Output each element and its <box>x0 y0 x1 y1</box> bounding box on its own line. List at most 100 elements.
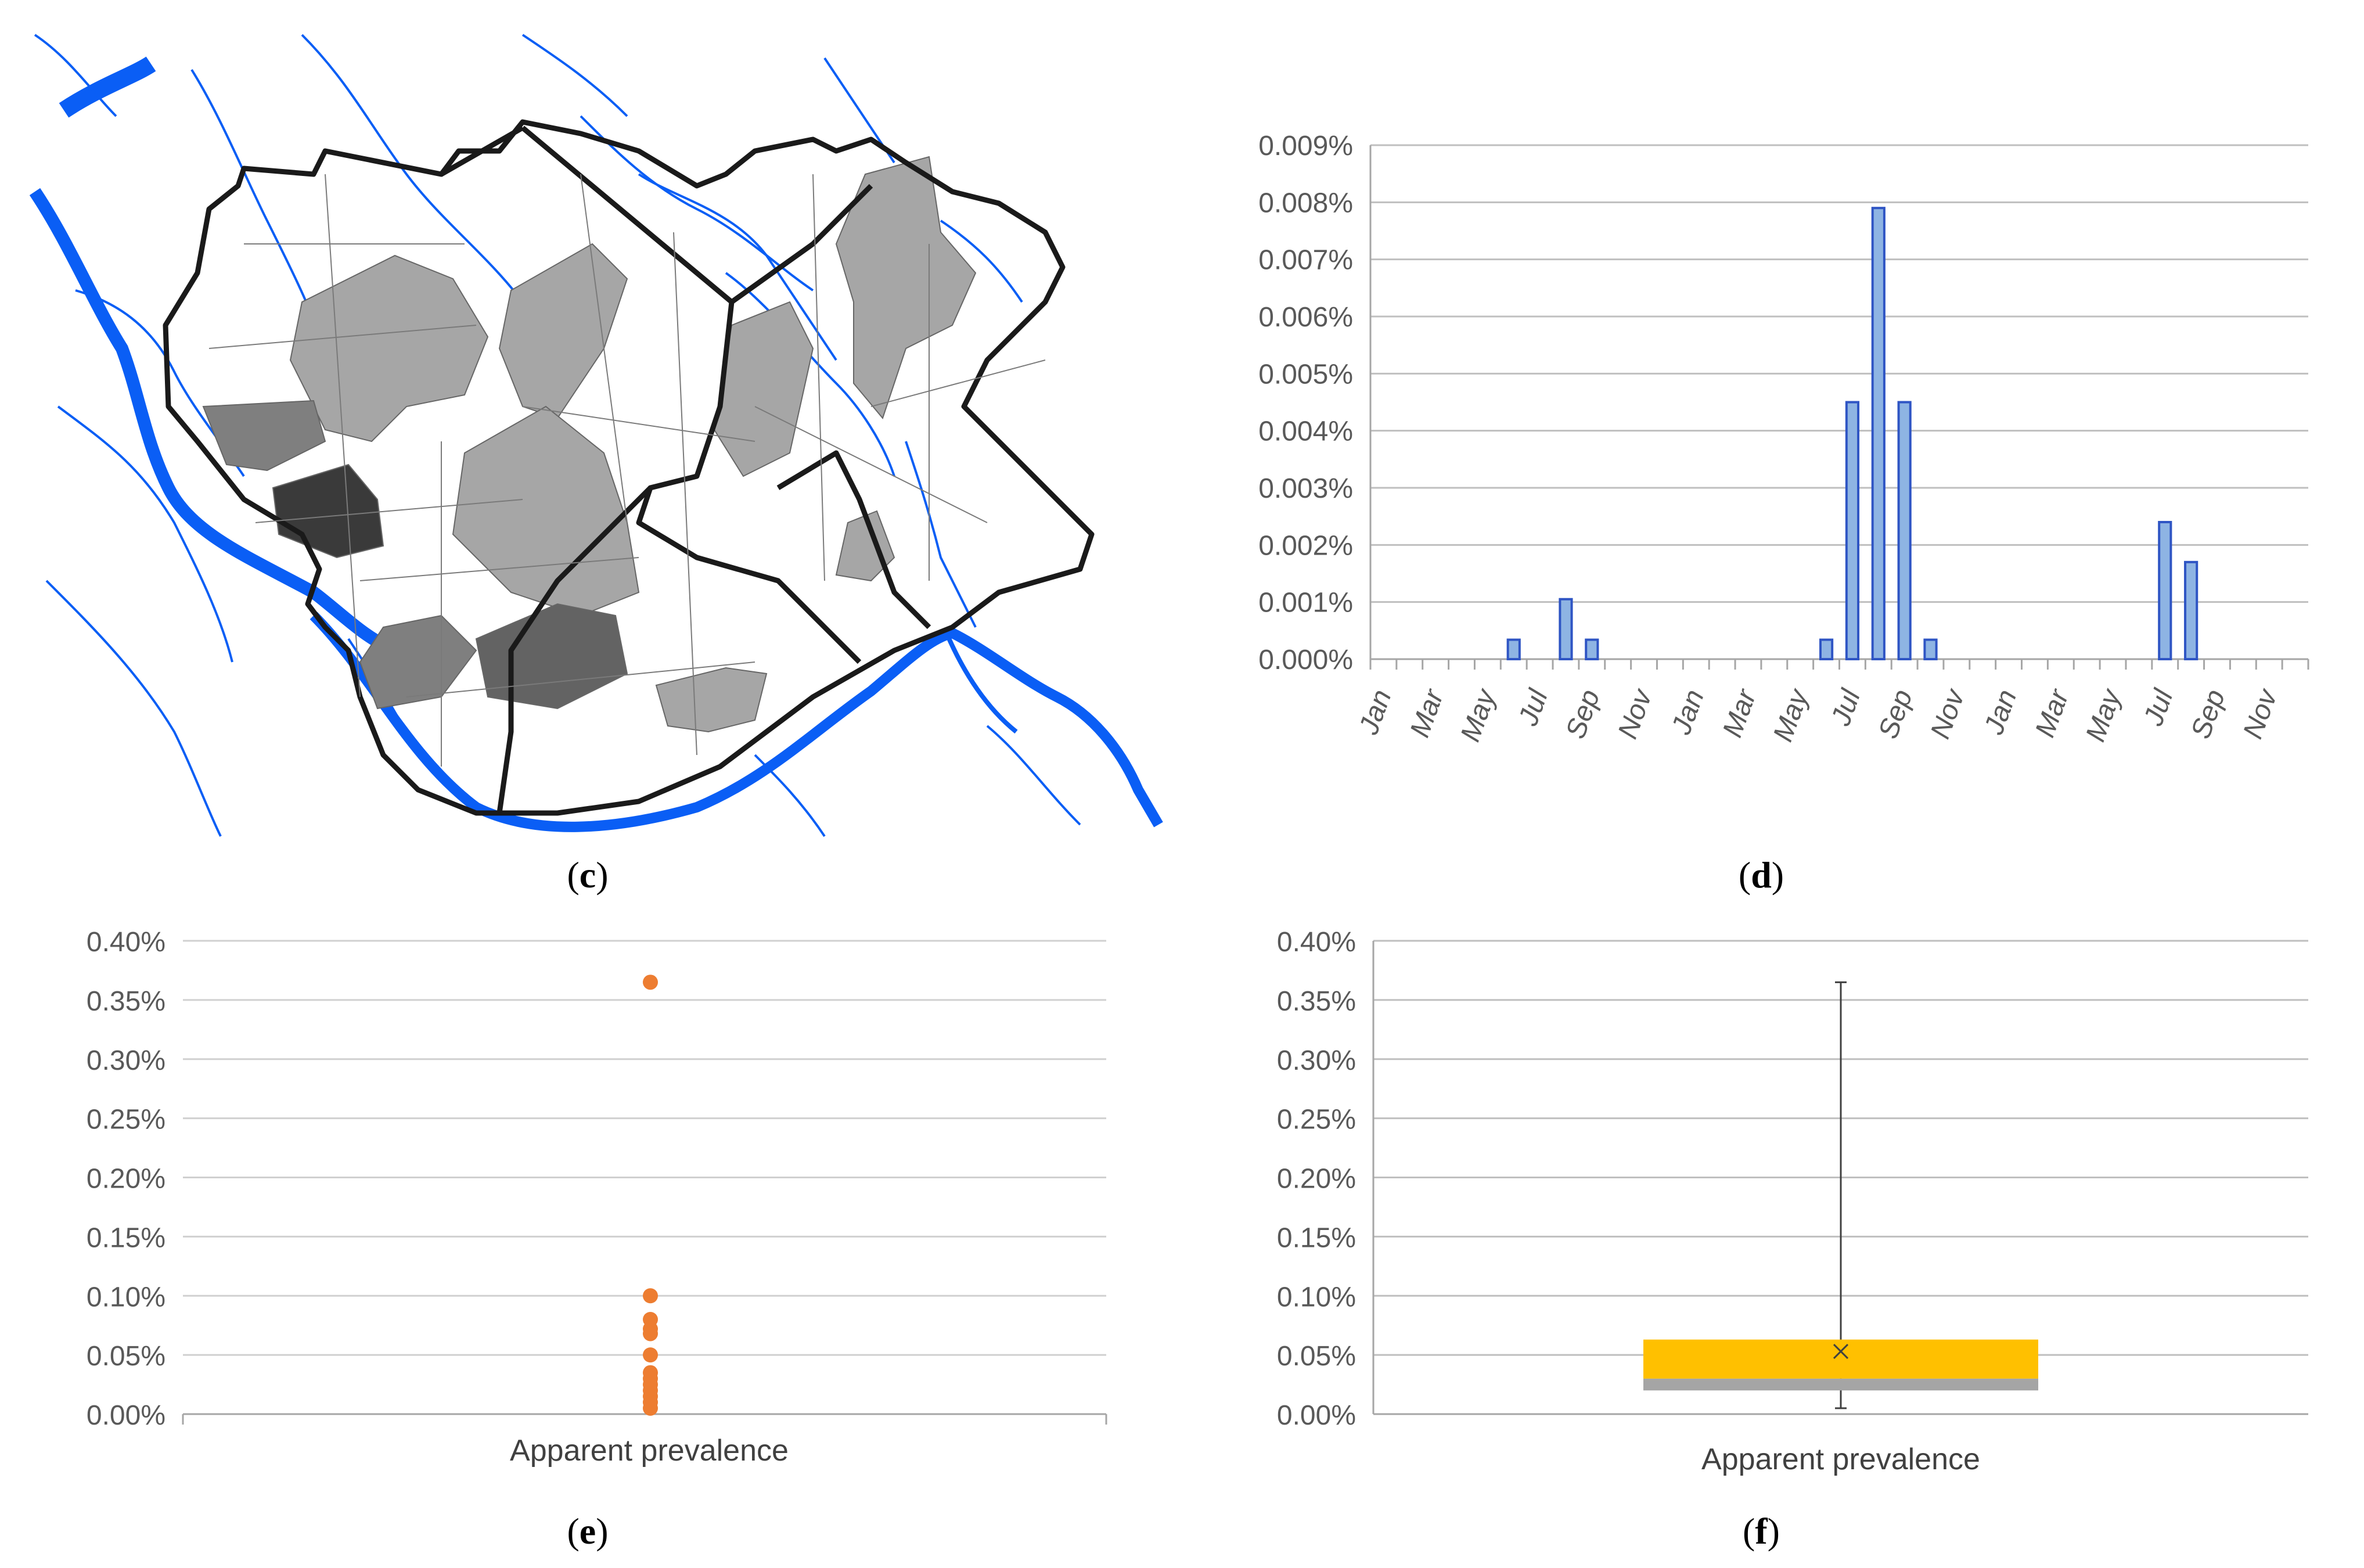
y-tick-label: 0.15% <box>1277 1222 1356 1253</box>
bar <box>1559 598 1573 660</box>
x-tick-label: Mar <box>1404 685 1450 742</box>
district-shade-mid <box>359 614 477 710</box>
x-tick-label: Nov <box>1925 684 1971 743</box>
district-shade-light <box>655 667 768 733</box>
y-tick-label: 0.001% <box>1258 588 1353 618</box>
y-tick-label: 0.00% <box>87 1400 165 1431</box>
y-tick-label: 0.40% <box>1277 927 1356 958</box>
y-tick-label: 0.20% <box>1277 1164 1356 1195</box>
river-south <box>310 612 1163 832</box>
stream <box>57 405 233 663</box>
x-tick-label: Jul <box>1513 685 1555 730</box>
x-tick-label: Sep <box>1873 686 1919 743</box>
district-boundaries <box>163 119 1095 816</box>
water-layer <box>29 34 1163 837</box>
y-tick-label: 0.40% <box>87 927 165 958</box>
data-point <box>643 974 658 990</box>
x-tick-label: Nov <box>2237 684 2284 743</box>
prevalence-box-plot-panel: 0.00% 0.05% 0.10% 0.15% 0.20% 0.25% 0.30% 0.35%… <box>1182 894 2364 1565</box>
stream <box>580 115 814 292</box>
y-tick-label: 0.15% <box>87 1222 165 1253</box>
district-shade-darkest <box>272 463 384 559</box>
stream <box>638 173 837 361</box>
y-tick-label: 0.002% <box>1258 530 1353 561</box>
stream <box>725 272 895 477</box>
district-inner-boundary <box>776 450 931 630</box>
bar <box>2184 560 2199 660</box>
district-shade-light <box>289 254 489 443</box>
stream <box>905 441 977 628</box>
district-inner-boundary <box>521 125 862 664</box>
river-west <box>29 188 387 650</box>
panel-label-e: (e) <box>567 1511 609 1552</box>
stream <box>301 34 524 303</box>
bar <box>1871 207 1886 660</box>
panel-label-c: (c) <box>567 854 609 896</box>
x-tick-label: May <box>2080 684 2128 746</box>
y-tick-label: 0.30% <box>1277 1045 1356 1076</box>
river-south-lower <box>944 632 1018 734</box>
mean-marker <box>1833 1343 1849 1360</box>
x-tick-label: Jan <box>1978 686 2023 739</box>
district-shade-mid <box>202 400 326 472</box>
y-tick-label: 0.003% <box>1258 473 1353 504</box>
y-tick-label: 0.20% <box>87 1164 165 1195</box>
data-point <box>643 1288 658 1304</box>
y-tick-label: 0.10% <box>87 1282 165 1312</box>
monthly-bar-chart: 0.000% 0.001% 0.002% 0.003% 0.004% 0.005% 0.00… <box>1258 131 2309 746</box>
y-tick-label: 0.05% <box>1277 1341 1356 1372</box>
bar <box>2158 521 2172 660</box>
district-shade-light <box>835 156 977 420</box>
x-tick-label: Sep <box>2185 686 2231 743</box>
data-point <box>643 1347 658 1363</box>
river-north-lake <box>59 56 156 118</box>
stream <box>34 34 117 117</box>
y-tick-label: 0.35% <box>87 986 165 1017</box>
x-tick-label: Sep <box>1560 686 1606 743</box>
y-tick-label: 0.05% <box>87 1341 165 1372</box>
district-map <box>29 34 1163 837</box>
x-category-label: Apparent prevalence <box>1701 1443 1980 1476</box>
y-tick-label: 0.000% <box>1258 645 1353 675</box>
x-tick-label: Jan <box>1353 686 1398 739</box>
data-point <box>643 1400 658 1416</box>
y-tick-label: 0.009% <box>1258 131 1353 161</box>
bar <box>1506 638 1521 660</box>
district-inner-boundary <box>440 125 524 177</box>
y-tick-label: 0.008% <box>1258 188 1353 218</box>
prevalence-dot-plot-panel: 0.00% 0.05% 0.10% 0.15% 0.20% 0.25% 0.30% 0.35%… <box>0 894 1182 1565</box>
bar <box>1845 401 1860 660</box>
map-panel: (c) <box>0 0 1182 896</box>
y-tick-label: 0.25% <box>87 1105 165 1135</box>
district-inner-boundary <box>730 184 873 304</box>
box-lower-quartile <box>1643 1378 2038 1391</box>
prevalence-box-plot: 0.00% 0.05% 0.10% 0.15% 0.20% 0.25% 0.30% 0.35%… <box>1277 927 2308 1476</box>
district-shade-light <box>498 243 628 419</box>
bar <box>1923 638 1938 660</box>
stream <box>521 34 628 117</box>
data-point <box>643 1326 658 1342</box>
y-tick-label: 0.35% <box>1277 986 1356 1017</box>
x-tick-label: May <box>1455 684 1502 746</box>
y-tick-label: 0.00% <box>1277 1400 1356 1431</box>
y-tick-label: 0.007% <box>1258 245 1353 276</box>
x-tick-label: May <box>1768 684 1815 746</box>
district-shade-light <box>452 405 640 617</box>
box-upper-quartile <box>1643 1339 2038 1379</box>
bar <box>1585 638 1599 660</box>
district-shade-light <box>835 510 895 582</box>
x-tick-label: Jan <box>1665 686 1710 739</box>
x-tick-label: Jul <box>2138 685 2179 730</box>
panel-label-f: (f) <box>1743 1511 1780 1552</box>
y-tick-label: 0.005% <box>1258 359 1353 390</box>
district-outer-boundary <box>163 119 1095 816</box>
y-tick-label: 0.30% <box>87 1045 165 1076</box>
monthly-bar-chart-panel: 0.000% 0.001% 0.002% 0.003% 0.004% 0.005% 0.00… <box>1182 0 2364 896</box>
y-tick-label: 0.10% <box>1277 1282 1356 1312</box>
y-tick-label: 0.25% <box>1277 1105 1356 1135</box>
district-inner-boundary <box>496 485 653 814</box>
district-shade-dark <box>475 603 628 710</box>
x-tick-label: Mar <box>2030 685 2075 742</box>
y-tick-label: 0.004% <box>1258 416 1353 447</box>
stream <box>45 580 222 837</box>
